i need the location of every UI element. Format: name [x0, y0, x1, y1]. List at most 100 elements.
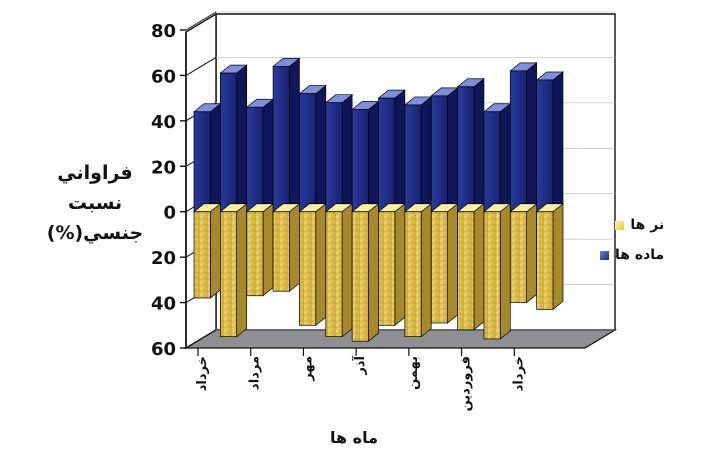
y-tick-label: 20 [151, 248, 176, 269]
bar-male-11 [456, 202, 485, 331]
legend: نر ها ماده ها [600, 210, 664, 270]
legend-swatch-female [600, 250, 609, 260]
bar-female-1-front [193, 111, 211, 213]
bar-female-13-front [509, 70, 527, 213]
bar-male-10-front [430, 211, 448, 324]
bar-female-4 [272, 57, 301, 213]
bar-male-4 [272, 202, 301, 292]
bar-male-14-side [552, 202, 564, 311]
bar-male-2-front [220, 211, 238, 337]
bar-female-12 [482, 103, 512, 213]
bar-female-6-side [341, 93, 353, 213]
x-tick-label: آذر [351, 355, 368, 375]
bar-male-13-side [526, 202, 537, 304]
bar-female-4-side [289, 57, 300, 213]
bar-female-9 [403, 96, 433, 213]
legend-item-female: ماده ها [600, 240, 664, 270]
x-axis-label: ماه ها [330, 428, 379, 447]
bar-female-3-side [262, 98, 274, 213]
x-tick-label: مهر [300, 356, 315, 382]
bar-male-6-front [325, 211, 343, 337]
bar-male-12-front [483, 211, 501, 340]
y-tick-label: 60 [151, 339, 176, 360]
y-tick-label: 0 [163, 203, 176, 224]
bar-male-6-side [341, 202, 353, 338]
bar-male-12-side [499, 202, 511, 340]
bar-male-9 [403, 202, 433, 338]
bar-male-1-front [193, 211, 211, 299]
bar-male-7-front [351, 211, 369, 342]
bar-male-2-side [236, 202, 248, 338]
bar-female-7-front [351, 109, 369, 213]
bar-female-10-side [447, 87, 458, 213]
bar-male-8-front [378, 211, 396, 326]
bar-female-2-side [236, 64, 248, 213]
y-axis: 80 60 40 20 0 20 40 60 [151, 21, 187, 360]
legend-label-female: ماده ها [615, 247, 665, 263]
bar-male-9-side [420, 202, 432, 338]
bar-male-4-front [272, 211, 290, 292]
x-tick-label: بهمن [406, 356, 421, 390]
bar-female-6-front [325, 102, 343, 213]
bar-male-4-side [289, 202, 300, 292]
y-tick-label: 40 [151, 112, 176, 133]
y-tick-label: 60 [151, 66, 176, 87]
bar-female-9-side [420, 96, 432, 213]
bar-female-14-side [552, 71, 564, 213]
bar-female-13 [509, 62, 538, 213]
bar-male-11-side [473, 202, 485, 331]
bar-female-3-front [246, 106, 264, 213]
bar-female-11-side [473, 78, 485, 213]
bar-male-5-front [299, 211, 317, 326]
bar-male-5 [298, 202, 327, 327]
bar-male-12 [482, 202, 512, 340]
bar-female-6 [324, 93, 354, 213]
x-tick-label: فروردين [459, 356, 474, 411]
x-tick-label: خرداد [195, 356, 210, 391]
bar-female-7 [351, 100, 380, 213]
bar-male-14-front [536, 211, 554, 310]
bar-male-3-side [262, 202, 274, 297]
grid-depth-line [185, 11, 217, 31]
bar-female-9-front [404, 104, 422, 213]
bar-female-8-side [394, 89, 406, 213]
y-tick-label: 20 [151, 157, 176, 178]
bar-male-5-side [315, 202, 327, 327]
bar-male-7 [351, 202, 380, 342]
bar-female-13-side [526, 62, 537, 213]
bar-female-5 [298, 84, 327, 213]
floor [183, 329, 618, 349]
bar-male-7-side [368, 202, 379, 342]
bar-female-8 [377, 89, 406, 213]
grid-depth-line [185, 56, 217, 76]
bar-female-7-side [368, 100, 379, 213]
y-tick-label: 40 [151, 294, 176, 315]
bar-male-10 [430, 202, 459, 324]
grid-depth-line [185, 329, 217, 349]
x-axis-categories: خرداد مرداد مهر آذر بهمن فروردين خرداد [195, 348, 526, 411]
bar-female-14-front [536, 79, 554, 213]
bar-female-8-front [378, 97, 396, 213]
bar-male-2 [219, 202, 248, 338]
bar-male-8-side [394, 202, 406, 327]
legend-label-male: نر ها [630, 217, 665, 233]
bar-male-10-side [447, 202, 458, 324]
bar-female-4-front [272, 65, 290, 213]
bar-female-5-side [315, 84, 327, 213]
bar-male-14 [535, 202, 564, 311]
bar-female-1-side [209, 103, 221, 213]
bar-female-10 [430, 87, 459, 213]
bar-male-11-front [457, 211, 475, 331]
bar-female-3 [245, 98, 275, 213]
bar-male-9-front [404, 211, 422, 337]
x-tick-label: خرداد [511, 356, 526, 391]
bars-group [193, 57, 564, 342]
bar-female-2 [219, 64, 248, 213]
legend-item-male: نر ها [600, 210, 664, 240]
bar-male-6 [324, 202, 354, 338]
bar-female-12-side [499, 103, 511, 213]
bar-male-3-front [246, 211, 264, 297]
bar-male-8 [377, 202, 406, 327]
y-tick-label: 80 [151, 21, 176, 42]
bar-female-11 [456, 78, 485, 213]
